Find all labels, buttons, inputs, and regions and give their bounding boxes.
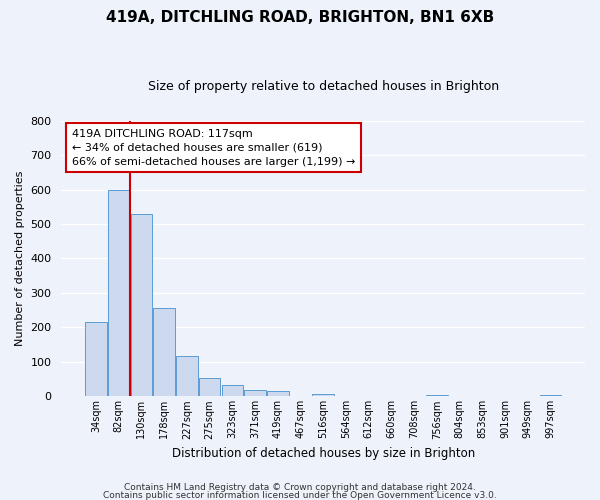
Bar (244, 390, 266, 396)
Bar (221, 385, 243, 396)
Bar (108, 190, 130, 396)
Y-axis label: Number of detached properties: Number of detached properties (15, 171, 25, 346)
Bar (154, 308, 175, 396)
Bar (85, 322, 107, 396)
X-axis label: Distribution of detached houses by size in Brighton: Distribution of detached houses by size … (172, 447, 475, 460)
Text: 419A, DITCHLING ROAD, BRIGHTON, BN1 6XB: 419A, DITCHLING ROAD, BRIGHTON, BN1 6XB (106, 10, 494, 25)
Text: Contains HM Land Registry data © Crown copyright and database right 2024.: Contains HM Land Registry data © Crown c… (124, 484, 476, 492)
Text: 419A DITCHLING ROAD: 117sqm
← 34% of detached houses are smaller (619)
66% of se: 419A DITCHLING ROAD: 117sqm ← 34% of det… (72, 129, 355, 167)
Title: Size of property relative to detached houses in Brighton: Size of property relative to detached ho… (148, 80, 499, 93)
Bar (131, 214, 152, 396)
Bar (176, 356, 197, 397)
Text: Contains public sector information licensed under the Open Government Licence v3: Contains public sector information licen… (103, 490, 497, 500)
Bar (267, 391, 289, 396)
Bar (539, 394, 561, 396)
Bar (426, 394, 448, 396)
Bar (313, 394, 334, 396)
Bar (199, 378, 220, 396)
